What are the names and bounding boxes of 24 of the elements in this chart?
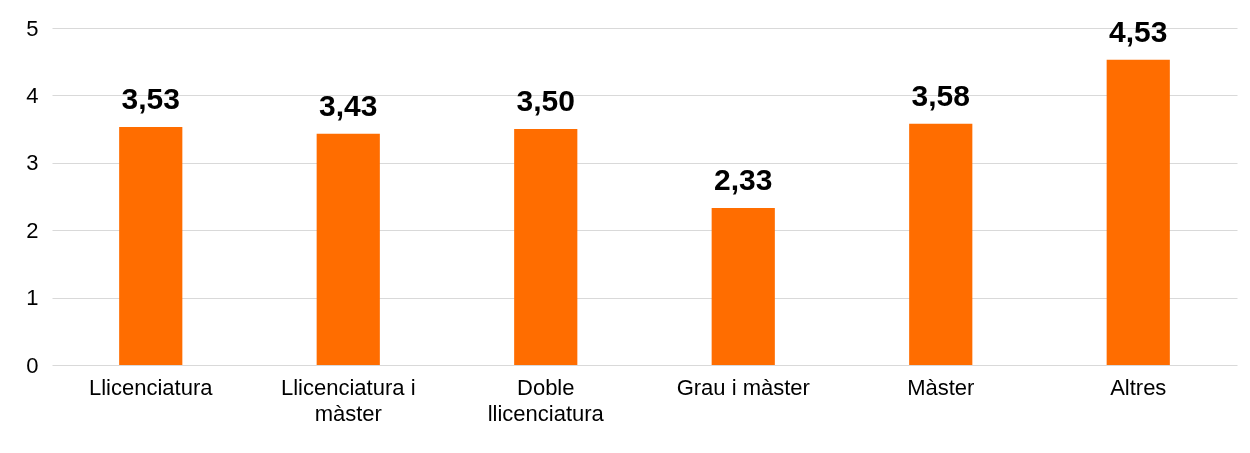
data-label: 3,50 <box>516 84 575 118</box>
data-label: 2,33 <box>714 162 773 196</box>
y-tick-label: 0 <box>26 352 39 378</box>
x-tick-label: Grau i màster <box>676 374 810 400</box>
data-label: 3,43 <box>319 88 378 122</box>
y-tick-label: 4 <box>26 82 39 108</box>
y-tick-label: 5 <box>26 15 39 41</box>
y-tick-label: 3 <box>26 150 39 176</box>
data-label: 3,58 <box>911 78 970 112</box>
data-label: 3,53 <box>121 82 180 116</box>
bar <box>711 207 775 365</box>
bar <box>514 129 578 365</box>
x-tick-label: Llicenciatura i màster <box>280 374 416 426</box>
x-tick-label: Altres <box>1110 374 1167 400</box>
x-tick-label: Doble llicenciatura <box>487 374 605 426</box>
bar <box>909 123 973 365</box>
y-tick-label: 2 <box>26 217 39 243</box>
x-tick-label: Llicenciatura <box>88 374 214 400</box>
y-tick-label: 1 <box>26 285 39 311</box>
data-label: 4,53 <box>1109 14 1168 48</box>
bar <box>119 127 183 365</box>
x-tick-label: Màster <box>907 374 975 400</box>
bar <box>1106 59 1170 365</box>
bar <box>316 133 380 365</box>
